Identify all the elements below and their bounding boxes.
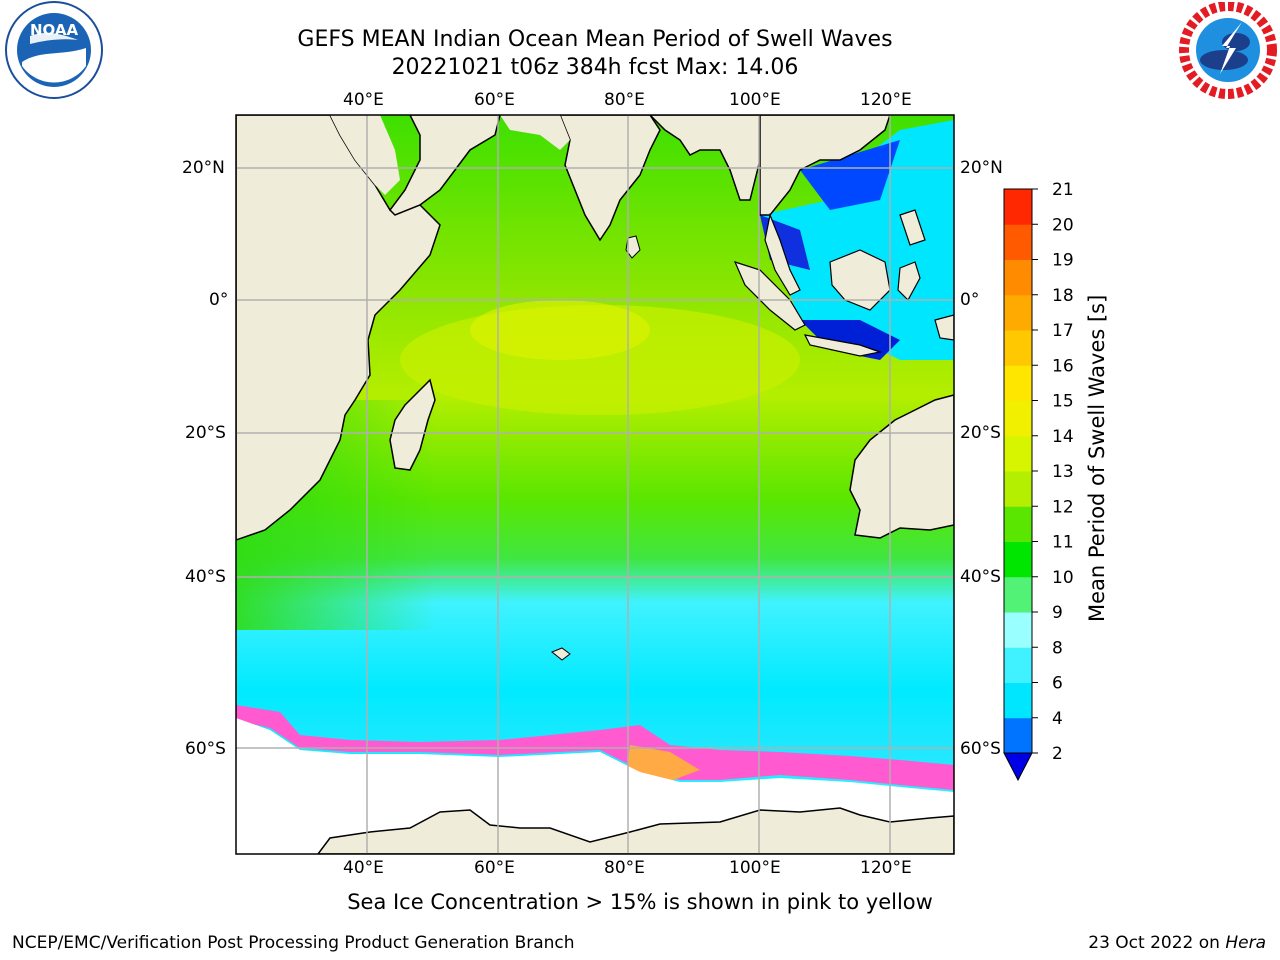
- colorbar-title: Mean Period of Swell Waves [s]: [1085, 294, 1109, 622]
- lon-label-top-40e: 40°E: [343, 90, 384, 110]
- colorbar-segment: [1004, 330, 1032, 366]
- colorbar-tick-label: 19: [1052, 251, 1074, 271]
- lat-label-left-0: 0°: [209, 290, 229, 310]
- colorbar: 2 4 6 8 9 10 11 12 13 14 15 16 17 18 19 20 21: [1003, 180, 1074, 782]
- map-field: [236, 115, 954, 854]
- lat-label-right-20n: 20°N: [960, 158, 1003, 178]
- colorbar-tick-label: 21: [1052, 180, 1074, 200]
- colorbar-tick-label: 4: [1052, 709, 1063, 729]
- lat-label-right-0: 0°: [960, 290, 980, 310]
- colorbar-segment: [1004, 365, 1032, 401]
- colorbar-segment: [1004, 717, 1032, 754]
- lon-label-bottom-40e: 40°E: [343, 858, 384, 878]
- lon-label-bottom-100e: 100°E: [729, 858, 781, 878]
- lon-label-top-80e: 80°E: [604, 90, 645, 110]
- colorbar-tick-label: 12: [1052, 497, 1074, 517]
- colorbar-tick-label: 20: [1052, 215, 1074, 235]
- colorbar-segment: [1004, 259, 1032, 296]
- colorbar-segment: [1004, 682, 1032, 719]
- colorbar-segment: [1004, 576, 1032, 613]
- colorbar-tick-label: 8: [1052, 638, 1063, 658]
- map-title: GEFS MEAN Indian Ocean Mean Period of Sw…: [297, 27, 893, 52]
- footer-credit: NCEP/EMC/Verification Post Processing Pr…: [12, 933, 575, 953]
- footer-date-text: 23 Oct 2022 on: [1088, 933, 1226, 953]
- graticule: [236, 115, 954, 854]
- colorbar-tick-label: 18: [1052, 286, 1074, 306]
- colorbar-segment: [1004, 471, 1032, 507]
- colorbar-tick-label: 10: [1052, 568, 1074, 588]
- lon-label-bottom-120e: 120°E: [860, 858, 912, 878]
- map-frame: [235, 114, 955, 855]
- noaa-logo: NOAA: [0, 0, 108, 108]
- colorbar-segment: [1004, 506, 1032, 542]
- sea-ice-caption: Sea Ice Concentration > 15% is shown in …: [347, 890, 933, 914]
- colorbar-segment: [1004, 189, 1032, 225]
- lat-label-left-60s: 60°S: [185, 739, 226, 759]
- colorbar-tick-label: 16: [1052, 356, 1074, 376]
- lon-label-bottom-60e: 60°E: [474, 858, 515, 878]
- colorbar-tick-label: 14: [1052, 427, 1074, 447]
- lon-label-bottom-80e: 80°E: [604, 858, 645, 878]
- lon-label-top-120e: 120°E: [860, 90, 912, 110]
- lat-label-left-40s: 40°S: [185, 567, 226, 587]
- lat-label-right-20s: 20°S: [960, 423, 1001, 443]
- colorbar-segment: [1004, 294, 1032, 331]
- colorbar-segment: [1004, 224, 1032, 260]
- footer-date: 23 Oct 2022 on Hera: [1088, 933, 1266, 953]
- lat-label-left-20s: 20°S: [185, 423, 226, 443]
- colorbar-tick-label: 15: [1052, 392, 1074, 412]
- colorbar-tick-label: 2: [1052, 744, 1063, 764]
- colorbar-segment: [1004, 541, 1032, 578]
- colorbar-segment: [1004, 612, 1032, 648]
- colorbar-tick-label: 6: [1052, 674, 1063, 694]
- nws-logo: [1178, 1, 1280, 104]
- lat-label-right-40s: 40°S: [960, 567, 1001, 587]
- colorbar-segment: [1004, 400, 1032, 437]
- noaa-logo-text: NOAA: [30, 21, 79, 39]
- colorbar-tick-label: 13: [1052, 462, 1074, 482]
- colorbar-tick-label: 17: [1052, 321, 1074, 341]
- colorbar-under-extend: [1003, 752, 1033, 782]
- map-subtitle: 20221021 t06z 384h fcst Max: 14.06: [391, 55, 799, 80]
- colorbar-tick-label: 11: [1052, 533, 1074, 553]
- lon-label-top-60e: 60°E: [474, 90, 515, 110]
- colorbar-segment: [1004, 435, 1032, 472]
- lat-label-left-20n: 20°N: [182, 158, 225, 178]
- lon-label-top-100e: 100°E: [729, 90, 781, 110]
- footer-host: Hera: [1225, 933, 1266, 953]
- colorbar-tick-label: 9: [1052, 603, 1063, 623]
- colorbar-segment: [1004, 647, 1032, 683]
- lat-label-right-60s: 60°S: [960, 739, 1001, 759]
